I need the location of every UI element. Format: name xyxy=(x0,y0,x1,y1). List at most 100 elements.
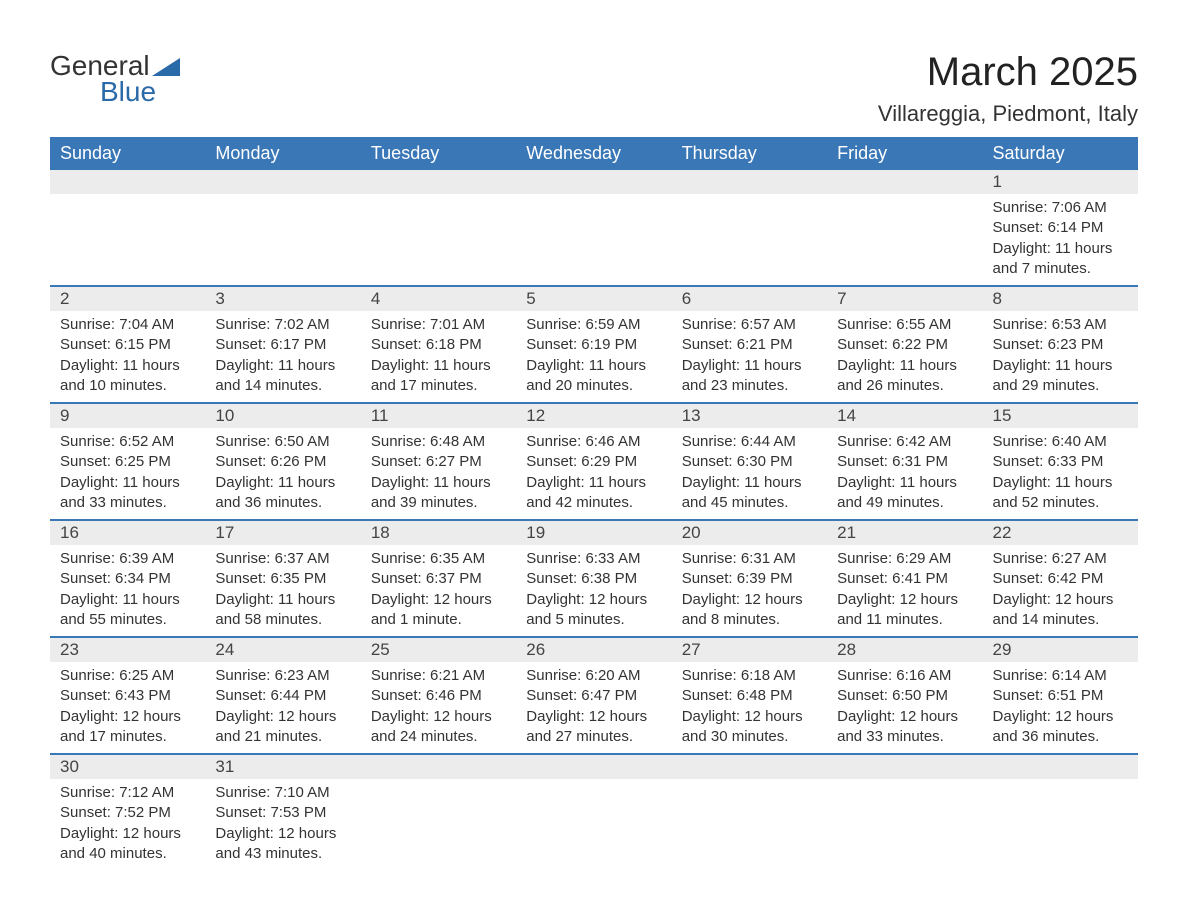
day-header: Sunday xyxy=(50,137,205,170)
sunset-text: Sunset: 6:30 PM xyxy=(682,452,817,472)
sunset-text: Sunset: 7:52 PM xyxy=(60,803,195,823)
calendar-day-cell: 28Sunrise: 6:16 AMSunset: 6:50 PMDayligh… xyxy=(827,638,982,753)
sunrise-text: Sunrise: 6:55 AM xyxy=(837,315,972,335)
sunset-text: Sunset: 6:38 PM xyxy=(526,569,661,589)
sunset-text: Sunset: 7:53 PM xyxy=(215,803,350,823)
daylight-text: Daylight: 12 hours and 43 minutes. xyxy=(215,824,350,865)
sunrise-text: Sunrise: 6:14 AM xyxy=(993,666,1128,686)
day-number: 14 xyxy=(827,404,982,428)
day-number: 15 xyxy=(983,404,1138,428)
day-details: Sunrise: 7:12 AMSunset: 7:52 PMDaylight:… xyxy=(50,779,205,870)
daylight-text: Daylight: 12 hours and 24 minutes. xyxy=(371,707,506,748)
day-details xyxy=(672,779,827,789)
calendar-week-row: 9Sunrise: 6:52 AMSunset: 6:25 PMDaylight… xyxy=(50,402,1138,519)
day-details: Sunrise: 7:01 AMSunset: 6:18 PMDaylight:… xyxy=(361,311,516,402)
sunrise-text: Sunrise: 6:44 AM xyxy=(682,432,817,452)
calendar-day-cell: 7Sunrise: 6:55 AMSunset: 6:22 PMDaylight… xyxy=(827,287,982,402)
sunrise-text: Sunrise: 6:31 AM xyxy=(682,549,817,569)
day-details: Sunrise: 6:57 AMSunset: 6:21 PMDaylight:… xyxy=(672,311,827,402)
day-details xyxy=(672,194,827,204)
sunrise-text: Sunrise: 6:37 AM xyxy=(215,549,350,569)
day-details: Sunrise: 6:35 AMSunset: 6:37 PMDaylight:… xyxy=(361,545,516,636)
daylight-text: Daylight: 11 hours and 49 minutes. xyxy=(837,473,972,514)
daylight-text: Daylight: 11 hours and 26 minutes. xyxy=(837,356,972,397)
calendar-day-cell xyxy=(205,170,360,285)
day-number: 27 xyxy=(672,638,827,662)
calendar-day-cell: 16Sunrise: 6:39 AMSunset: 6:34 PMDayligh… xyxy=(50,521,205,636)
sunset-text: Sunset: 6:27 PM xyxy=(371,452,506,472)
calendar-day-cell xyxy=(827,170,982,285)
sunrise-text: Sunrise: 6:21 AM xyxy=(371,666,506,686)
calendar-day-cell xyxy=(672,755,827,870)
sunrise-text: Sunrise: 6:48 AM xyxy=(371,432,506,452)
sunset-text: Sunset: 6:14 PM xyxy=(993,218,1128,238)
calendar-day-cell: 15Sunrise: 6:40 AMSunset: 6:33 PMDayligh… xyxy=(983,404,1138,519)
sunset-text: Sunset: 6:26 PM xyxy=(215,452,350,472)
day-details xyxy=(361,194,516,204)
sunset-text: Sunset: 6:31 PM xyxy=(837,452,972,472)
day-details: Sunrise: 7:04 AMSunset: 6:15 PMDaylight:… xyxy=(50,311,205,402)
calendar-day-cell: 20Sunrise: 6:31 AMSunset: 6:39 PMDayligh… xyxy=(672,521,827,636)
calendar-day-cell: 26Sunrise: 6:20 AMSunset: 6:47 PMDayligh… xyxy=(516,638,671,753)
daylight-text: Daylight: 11 hours and 17 minutes. xyxy=(371,356,506,397)
calendar-day-cell: 8Sunrise: 6:53 AMSunset: 6:23 PMDaylight… xyxy=(983,287,1138,402)
day-details: Sunrise: 6:39 AMSunset: 6:34 PMDaylight:… xyxy=(50,545,205,636)
sunrise-text: Sunrise: 6:40 AM xyxy=(993,432,1128,452)
sunrise-text: Sunrise: 7:10 AM xyxy=(215,783,350,803)
calendar-day-cell xyxy=(50,170,205,285)
sunrise-text: Sunrise: 7:02 AM xyxy=(215,315,350,335)
day-details: Sunrise: 7:06 AMSunset: 6:14 PMDaylight:… xyxy=(983,194,1138,285)
sunset-text: Sunset: 6:47 PM xyxy=(526,686,661,706)
brand-logo: General Blue xyxy=(50,50,180,108)
day-number: 25 xyxy=(361,638,516,662)
calendar-day-cell: 4Sunrise: 7:01 AMSunset: 6:18 PMDaylight… xyxy=(361,287,516,402)
day-details: Sunrise: 6:40 AMSunset: 6:33 PMDaylight:… xyxy=(983,428,1138,519)
sunset-text: Sunset: 6:34 PM xyxy=(60,569,195,589)
day-number: 3 xyxy=(205,287,360,311)
daylight-text: Daylight: 11 hours and 29 minutes. xyxy=(993,356,1128,397)
sunrise-text: Sunrise: 6:23 AM xyxy=(215,666,350,686)
day-number xyxy=(672,170,827,194)
calendar-day-cell: 17Sunrise: 6:37 AMSunset: 6:35 PMDayligh… xyxy=(205,521,360,636)
sunrise-text: Sunrise: 7:01 AM xyxy=(371,315,506,335)
day-number xyxy=(516,170,671,194)
sunrise-text: Sunrise: 6:42 AM xyxy=(837,432,972,452)
sunset-text: Sunset: 6:15 PM xyxy=(60,335,195,355)
daylight-text: Daylight: 11 hours and 39 minutes. xyxy=(371,473,506,514)
daylight-text: Daylight: 11 hours and 52 minutes. xyxy=(993,473,1128,514)
daylight-text: Daylight: 12 hours and 17 minutes. xyxy=(60,707,195,748)
sunrise-text: Sunrise: 6:46 AM xyxy=(526,432,661,452)
day-number: 23 xyxy=(50,638,205,662)
day-number: 6 xyxy=(672,287,827,311)
daylight-text: Daylight: 11 hours and 58 minutes. xyxy=(215,590,350,631)
day-number: 24 xyxy=(205,638,360,662)
daylight-text: Daylight: 11 hours and 36 minutes. xyxy=(215,473,350,514)
calendar-day-cell: 21Sunrise: 6:29 AMSunset: 6:41 PMDayligh… xyxy=(827,521,982,636)
day-number: 8 xyxy=(983,287,1138,311)
day-details xyxy=(50,194,205,204)
calendar-body: 1Sunrise: 7:06 AMSunset: 6:14 PMDaylight… xyxy=(50,170,1138,870)
sunset-text: Sunset: 6:33 PM xyxy=(993,452,1128,472)
daylight-text: Daylight: 11 hours and 10 minutes. xyxy=(60,356,195,397)
day-details: Sunrise: 6:29 AMSunset: 6:41 PMDaylight:… xyxy=(827,545,982,636)
daylight-text: Daylight: 11 hours and 23 minutes. xyxy=(682,356,817,397)
calendar-day-cell: 29Sunrise: 6:14 AMSunset: 6:51 PMDayligh… xyxy=(983,638,1138,753)
sunset-text: Sunset: 6:46 PM xyxy=(371,686,506,706)
daylight-text: Daylight: 12 hours and 40 minutes. xyxy=(60,824,195,865)
logo-text-blue: Blue xyxy=(100,76,180,108)
day-number: 21 xyxy=(827,521,982,545)
sunrise-text: Sunrise: 6:16 AM xyxy=(837,666,972,686)
sunrise-text: Sunrise: 6:53 AM xyxy=(993,315,1128,335)
day-number: 31 xyxy=(205,755,360,779)
daylight-text: Daylight: 12 hours and 30 minutes. xyxy=(682,707,817,748)
sunset-text: Sunset: 6:19 PM xyxy=(526,335,661,355)
calendar-day-cell xyxy=(516,170,671,285)
day-number: 10 xyxy=(205,404,360,428)
title-block: March 2025 Villareggia, Piedmont, Italy xyxy=(878,50,1138,127)
day-details xyxy=(516,194,671,204)
daylight-text: Daylight: 12 hours and 36 minutes. xyxy=(993,707,1128,748)
day-number xyxy=(672,755,827,779)
day-number xyxy=(361,755,516,779)
day-number: 1 xyxy=(983,170,1138,194)
day-number xyxy=(516,755,671,779)
